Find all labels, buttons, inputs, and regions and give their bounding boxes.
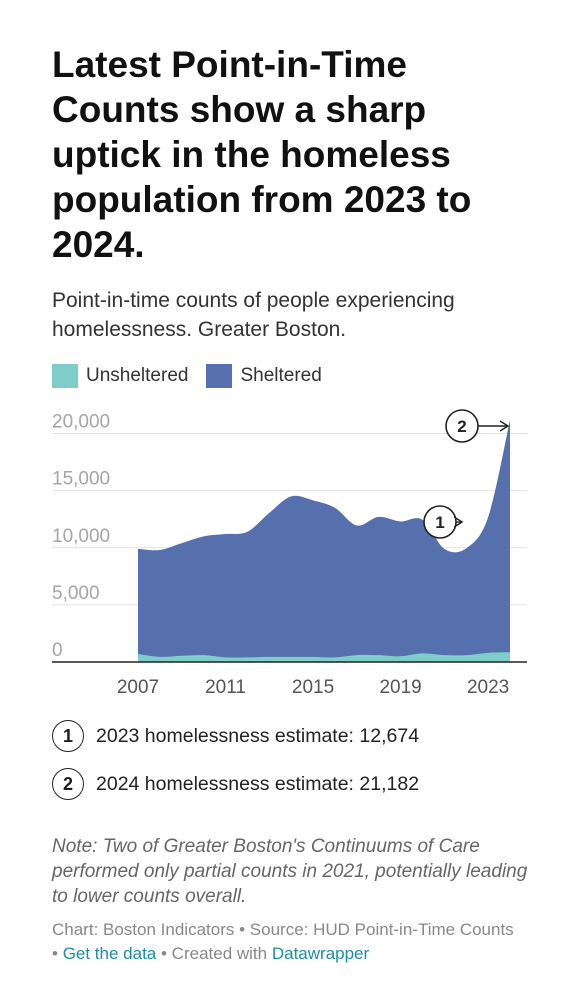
y-tick-label: 15,000 (52, 469, 110, 490)
area-unsheltered (138, 652, 510, 662)
legend-item-sheltered: Sheltered (206, 364, 322, 388)
legend-label-unsheltered: Unsheltered (86, 365, 189, 386)
chart-subtitle: Point-in-time counts of people experienc… (52, 289, 455, 341)
x-tick-label: 2019 (379, 677, 421, 698)
annotation-note-1: 1 2023 homelessness estimate: 12,674 (52, 712, 552, 760)
x-tick-label: 2011 (205, 677, 246, 698)
legend-label-sheltered: Sheltered (240, 365, 322, 386)
x-tick-label: 2015 (292, 677, 334, 698)
annotation-marker-2: 2 (52, 768, 84, 800)
legend-swatch-sheltered (206, 364, 233, 388)
chart-title: Latest Point-in-Time Counts show a sharp… (52, 44, 472, 265)
legend-swatch-unsheltered (52, 364, 78, 388)
datawrapper-link[interactable]: Datawrapper (271, 944, 370, 963)
annotation-text-1: 2023 homelessness estimate: 12,674 (96, 724, 420, 747)
credit-source: Source: HUD Point-in-Time Counts (249, 920, 514, 939)
chart-footnote: Note: Two of Greater Boston's Continuums… (52, 836, 528, 907)
credit-separator: • (52, 944, 63, 963)
chart-legend: Unsheltered Sheltered (52, 364, 322, 388)
annotation-note-2: 2 2024 homelessness estimate: 21,182 (52, 760, 552, 808)
credit-separator: • (156, 944, 172, 963)
area-sheltered (138, 420, 510, 662)
get-data-link[interactable]: Get the data (62, 944, 157, 963)
chart-credits: Chart: Boston Indicators • Source: HUD P… (52, 918, 522, 966)
credit-created-with: Created with (171, 944, 268, 963)
annotation-text-2: 2024 homelessness estimate: 21,182 (96, 772, 420, 795)
annotation-marker-1: 1 (52, 720, 84, 752)
credit-separator: • (234, 920, 250, 939)
x-tick-label: 2023 (467, 677, 509, 698)
annotation-label-2: 2 (457, 417, 466, 436)
annotation-arrowhead-1 (453, 516, 464, 528)
annotation-label-1: 1 (435, 513, 444, 532)
legend-item-unsheltered: Unsheltered (52, 364, 188, 388)
y-tick-label: 5,000 (52, 583, 100, 604)
y-tick-label: 0 (52, 640, 63, 661)
credit-chart: Chart: Boston Indicators (52, 920, 235, 939)
y-tick-label: 20,000 (52, 412, 110, 433)
x-tick-label: 2007 (117, 677, 159, 698)
annotation-arrowhead-2 (499, 420, 510, 432)
area-chart: 20,000 15,000 10,000 5,000 0 2007 2011 2015 2019… (52, 409, 527, 698)
annotation-notes: 1 2023 homelessness estimate: 12,674 2 2… (52, 712, 552, 808)
y-tick-label: 10,000 (52, 526, 110, 547)
